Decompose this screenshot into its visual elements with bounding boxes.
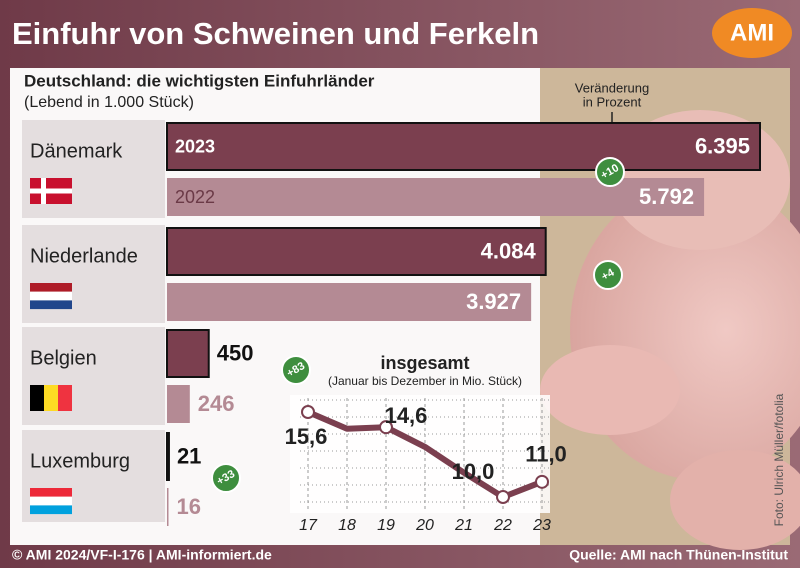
flag xyxy=(30,283,72,292)
bar xyxy=(167,385,190,423)
bar xyxy=(166,432,170,481)
line-subtitle: (Januar bis Dezember in Mio. Stück) xyxy=(328,374,522,388)
marker xyxy=(301,405,315,419)
flag xyxy=(30,505,72,515)
change-badge xyxy=(211,463,241,493)
category-label: Belgien xyxy=(30,347,97,369)
marker xyxy=(379,420,393,435)
marker xyxy=(496,490,510,504)
flag xyxy=(30,488,72,497)
flag xyxy=(30,188,72,194)
title: Einfuhr von Schweinen und Ferkeln xyxy=(12,16,539,51)
value-label: 21 xyxy=(177,443,201,468)
photo-pig-lower xyxy=(670,450,800,550)
value-label: 15,6 xyxy=(285,424,328,449)
footer-left: © AMI 2024/VF-I-176 | AMI-informiert.de xyxy=(12,547,272,563)
bar xyxy=(166,227,547,276)
flag xyxy=(30,385,44,411)
value-label: 10,0 xyxy=(452,459,495,484)
series-label: 2023 xyxy=(175,136,215,156)
bar xyxy=(166,329,210,378)
category-label: Dänemark xyxy=(30,140,123,162)
logo-text: AMI xyxy=(730,19,774,46)
bar xyxy=(167,488,169,526)
logo xyxy=(712,8,792,58)
x-tick-label: 18 xyxy=(338,517,356,534)
value-label: 14,6 xyxy=(385,403,428,428)
value-label: 6.395 xyxy=(695,133,750,158)
category-label: Luxemburg xyxy=(30,450,130,472)
value-label: 16 xyxy=(176,494,200,519)
bar xyxy=(166,122,761,171)
value-label: 450 xyxy=(217,340,254,365)
change-badge xyxy=(281,355,311,385)
value-label: 3.927 xyxy=(466,289,521,314)
photo-credit: Foto: Ulrich Müller/fotolia xyxy=(772,393,786,526)
x-tick-label: 23 xyxy=(532,517,551,534)
flag xyxy=(30,496,72,506)
flag xyxy=(58,385,72,411)
series-label: 2022 xyxy=(175,187,215,207)
value-label: 4.084 xyxy=(481,238,537,263)
value-label: 5.792 xyxy=(639,184,694,209)
change-badge xyxy=(593,260,623,290)
change-badge xyxy=(595,157,625,187)
photo-pig-head xyxy=(540,345,680,435)
category-label: Niederlande xyxy=(30,245,138,267)
value-label: 246 xyxy=(198,391,235,416)
marker xyxy=(535,474,549,489)
flag xyxy=(30,291,72,301)
bar-subtitle: (Lebend in 1.000 Stück) xyxy=(24,94,194,111)
bar-title: Deutschland: die wichtigsten Einfuhrländ… xyxy=(24,71,375,90)
flag xyxy=(44,385,58,411)
x-tick-label: 22 xyxy=(493,517,512,534)
footer-right: Quelle: AMI nach Thünen-Institut xyxy=(569,547,788,563)
bar xyxy=(167,178,705,216)
x-tick-label: 17 xyxy=(299,517,318,534)
line-title: insgesamt xyxy=(380,353,469,373)
x-tick-label: 20 xyxy=(415,517,434,534)
x-tick-label: 19 xyxy=(377,517,395,534)
x-tick-label: 21 xyxy=(454,517,473,534)
bar xyxy=(167,283,532,321)
flag xyxy=(30,300,72,310)
annotation: Veränderung xyxy=(575,80,649,95)
value-label: 11,0 xyxy=(525,442,567,467)
annotation: in Prozent xyxy=(583,94,642,109)
